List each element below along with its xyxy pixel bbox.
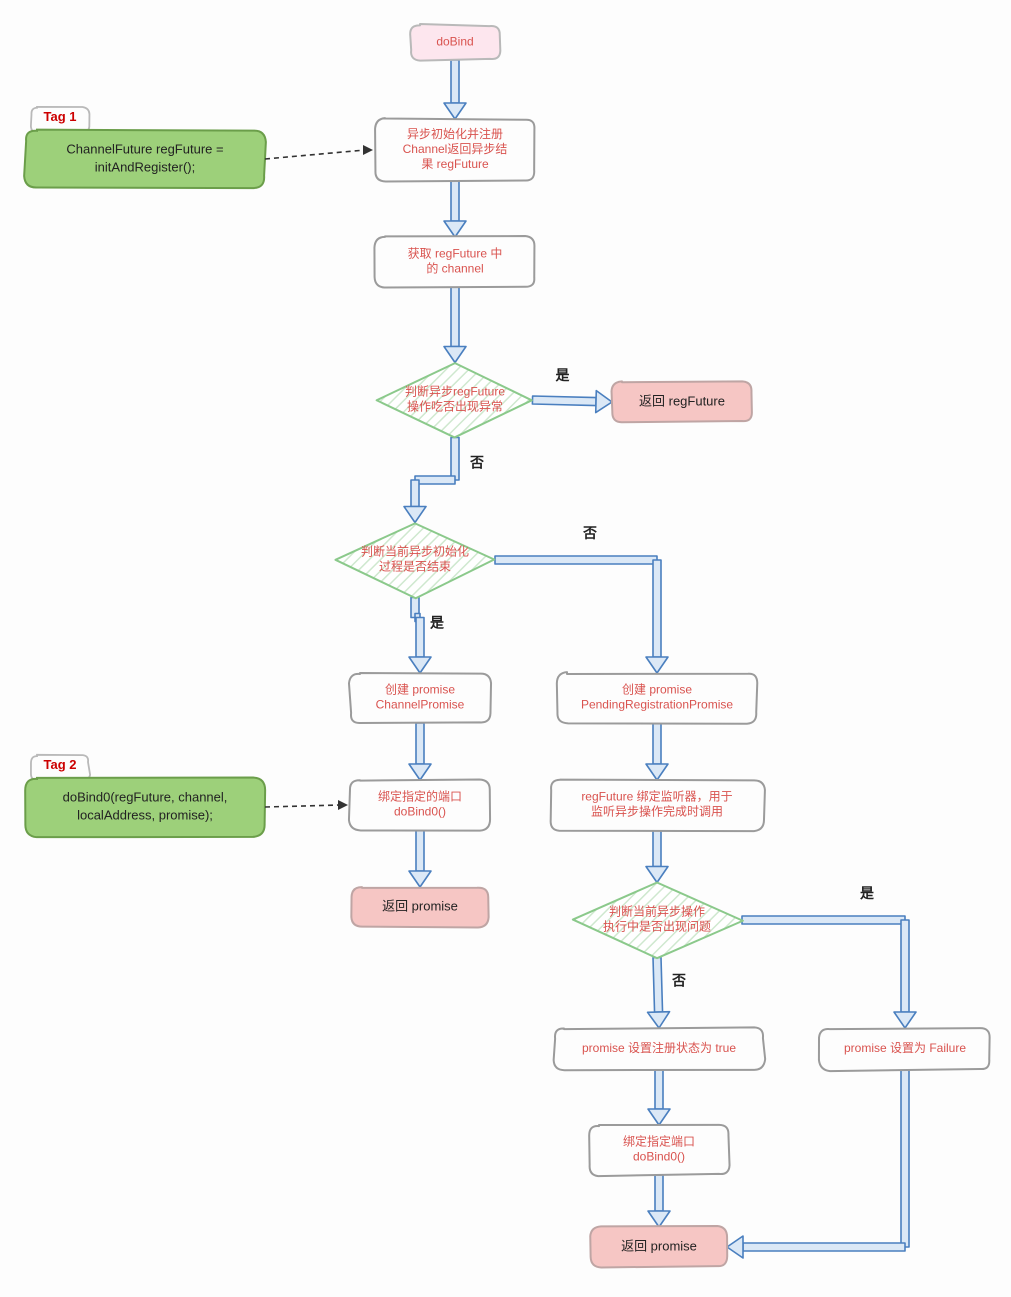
node-ret2: 返回 promise — [351, 887, 488, 927]
edge — [648, 1070, 670, 1125]
edge-label: 是 — [430, 615, 445, 631]
svg-text:果 regFuture: 果 regFuture — [421, 157, 489, 171]
svg-text:localAddress, promise);: localAddress, promise); — [77, 807, 213, 822]
svg-text:异步初始化并注册: 异步初始化并注册 — [407, 126, 503, 141]
node-ret1: 返回 regFuture — [612, 381, 752, 422]
svg-text:监听异步操作完成时调用: 监听异步操作完成时调用 — [591, 804, 723, 819]
svg-text:doBind: doBind — [436, 35, 473, 49]
svg-text:Tag 1: Tag 1 — [44, 109, 77, 124]
decision-d1: 判断异步regFuture操作吃否出现异常 — [377, 363, 532, 437]
svg-text:ChannelFuture regFuture =: ChannelFuture regFuture = — [66, 141, 223, 156]
svg-text:regFuture 绑定监听器，用于: regFuture 绑定监听器，用于 — [581, 789, 732, 804]
node-n4: 绑定指定的端口doBind0() — [349, 779, 490, 830]
edge — [727, 1070, 909, 1258]
node-n8: promise 设置为 Failure — [819, 1028, 990, 1071]
edge — [409, 830, 431, 887]
svg-text:过程是否结束: 过程是否结束 — [379, 559, 451, 574]
node-n6: regFuture 绑定监听器，用于监听异步操作完成时调用 — [551, 780, 765, 831]
note-tag1: Tag 1 ChannelFuture regFuture = initAndReg… — [24, 107, 373, 188]
edge — [646, 723, 668, 780]
node-n9: 绑定指定端口doBind0() — [589, 1125, 729, 1176]
edge-label: 否 — [582, 525, 597, 541]
edge — [495, 556, 668, 673]
svg-text:操作吃否出现异常: 操作吃否出现异常 — [407, 399, 503, 414]
svg-text:执行中是否出现问题: 执行中是否出现问题 — [603, 919, 711, 934]
edge — [646, 830, 668, 883]
edge — [648, 957, 670, 1028]
node-ret3: 返回 promise — [590, 1226, 727, 1267]
edge — [444, 181, 466, 237]
svg-text:PendingRegistrationPromise: PendingRegistrationPromise — [581, 698, 733, 712]
svg-text:判断当前异步初始化: 判断当前异步初始化 — [361, 544, 469, 559]
node-n1: 异步初始化并注册Channel返回异步结果 regFuture — [375, 118, 534, 181]
note-tag2: Tag 2 doBind0(regFuture, channel, localAdd… — [25, 755, 348, 837]
edge — [532, 391, 612, 413]
edge-label: 是 — [860, 885, 875, 901]
svg-text:doBind0(): doBind0() — [394, 805, 446, 819]
node-n2: 获取 regFuture 中的 channel — [374, 236, 534, 287]
svg-text:绑定指定的端口: 绑定指定的端口 — [378, 789, 462, 804]
edge — [648, 1175, 670, 1227]
svg-text:Tag 2: Tag 2 — [44, 757, 77, 772]
svg-text:返回 promise: 返回 promise — [382, 898, 458, 913]
edge-label: 否 — [671, 973, 686, 989]
node-n7: promise 设置注册状态为 true — [554, 1027, 766, 1070]
svg-text:绑定指定端口: 绑定指定端口 — [623, 1134, 695, 1149]
edge — [404, 438, 459, 523]
svg-text:promise 设置注册状态为 true: promise 设置注册状态为 true — [582, 1040, 736, 1055]
svg-text:创建 promise: 创建 promise — [385, 683, 455, 697]
edge-label: 是 — [556, 367, 571, 383]
edge — [742, 916, 916, 1028]
svg-text:创建 promise: 创建 promise — [622, 683, 692, 697]
node-n5: 创建 promisePendingRegistrationPromise — [557, 672, 757, 724]
svg-text:获取 regFuture 中: 获取 regFuture 中 — [408, 246, 503, 261]
svg-text:判断当前异步操作: 判断当前异步操作 — [609, 904, 705, 919]
svg-text:doBind0(): doBind0() — [633, 1150, 685, 1164]
edge — [409, 723, 431, 780]
svg-text:doBind0(regFuture, channel,: doBind0(regFuture, channel, — [63, 789, 228, 804]
svg-text:Channel返回异步结: Channel返回异步结 — [403, 142, 508, 156]
edge-label: 否 — [469, 455, 484, 471]
svg-text:返回 promise: 返回 promise — [621, 1238, 697, 1253]
decision-d3: 判断当前异步操作执行中是否出现问题 — [573, 882, 743, 958]
flowchart: 是否是否否是doBind异步初始化并注册Channel返回异步结果 regFut… — [0, 0, 1011, 1297]
edge — [444, 287, 466, 363]
svg-text:ChannelPromise: ChannelPromise — [376, 698, 465, 712]
svg-text:返回 regFuture: 返回 regFuture — [639, 393, 725, 408]
decision-d2: 判断当前异步初始化过程是否结束 — [335, 523, 494, 598]
svg-text:的 channel: 的 channel — [426, 261, 483, 276]
svg-text:判断异步regFuture: 判断异步regFuture — [405, 384, 505, 399]
edge — [444, 60, 466, 119]
svg-text:promise 设置为 Failure: promise 设置为 Failure — [844, 1041, 966, 1055]
node-start: doBind — [410, 24, 500, 61]
node-n3: 创建 promiseChannelPromise — [349, 673, 491, 723]
edge — [409, 598, 431, 674]
svg-text:initAndRegister();: initAndRegister(); — [95, 159, 195, 174]
